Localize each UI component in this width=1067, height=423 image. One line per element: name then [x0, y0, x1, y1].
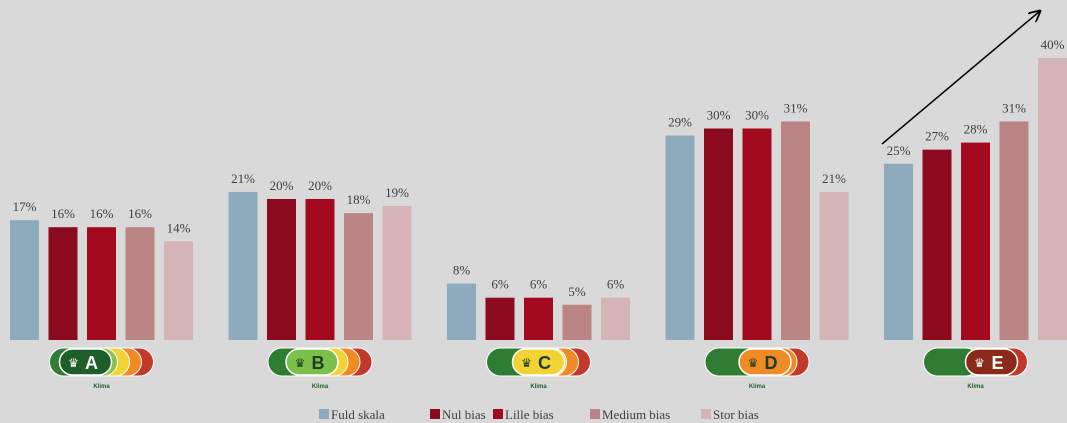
value-label: 21%: [231, 171, 255, 186]
badge-caption: Klima: [967, 384, 984, 390]
value-label: 30%: [745, 108, 769, 123]
legend-label: Stor bias: [713, 407, 759, 422]
value-label: 18%: [347, 192, 371, 207]
badge-crown: ♛: [521, 356, 532, 370]
badge-caption: Klima: [749, 384, 766, 390]
value-label: 27%: [925, 129, 949, 144]
bar: [524, 297, 553, 340]
bar: [999, 121, 1029, 340]
value-label: 28%: [964, 122, 988, 137]
value-label: 19%: [385, 185, 409, 200]
badge-letter: B: [312, 353, 325, 373]
bar: [961, 142, 990, 340]
badge-crown: ♛: [68, 356, 79, 370]
bar: [48, 227, 78, 340]
value-label: 16%: [128, 206, 152, 221]
value-label: 31%: [784, 100, 808, 115]
value-label: 40%: [1041, 37, 1065, 52]
bar: [344, 213, 373, 340]
bar: [87, 227, 116, 340]
value-label: 30%: [707, 108, 731, 123]
value-label: 8%: [453, 263, 471, 278]
legend-label: Lille bias: [505, 407, 554, 422]
value-label: 14%: [167, 220, 191, 235]
value-label: 20%: [308, 178, 332, 193]
legend-swatch: [430, 409, 440, 419]
bar: [601, 297, 630, 340]
value-label: 6%: [530, 277, 548, 292]
badge-center: [285, 348, 339, 376]
trend-arrow: [881, 11, 1040, 145]
bar: [267, 199, 296, 340]
bar: [1038, 58, 1067, 340]
bar: [562, 304, 592, 340]
value-label: 29%: [668, 115, 692, 130]
badge-caption: Klima: [93, 384, 110, 390]
value-label: 17%: [13, 199, 37, 214]
bar: [447, 283, 476, 340]
bar: [742, 128, 772, 340]
legend-label: Medium bias: [602, 407, 670, 422]
legend-label: Nul bias: [442, 407, 486, 422]
badge-letter: C: [538, 353, 551, 373]
legend-label: Fuld skala: [331, 407, 385, 422]
bar: [922, 149, 952, 340]
bar: [164, 241, 193, 340]
badge-letter: A: [85, 353, 98, 373]
bar: [228, 191, 258, 340]
badge-crown: ♛: [748, 356, 759, 370]
badge-center: [738, 348, 792, 376]
legend-swatch: [701, 409, 711, 419]
badge-center: [511, 348, 566, 376]
value-label: 6%: [491, 277, 509, 292]
legend-swatch: [590, 409, 600, 419]
bar: [884, 163, 913, 340]
legend-swatch: [493, 409, 503, 419]
value-label: 21%: [822, 171, 846, 186]
badge-center: [58, 348, 113, 376]
badge-crown: ♛: [295, 356, 306, 370]
bar: [819, 191, 849, 340]
value-label: 16%: [51, 206, 75, 221]
badge-caption: Klima: [530, 384, 547, 390]
value-label: 20%: [270, 178, 294, 193]
value-label: 5%: [568, 284, 586, 299]
bar: [704, 128, 733, 340]
badge-letter: D: [765, 353, 778, 373]
bar: [10, 220, 39, 340]
value-label: 16%: [90, 206, 114, 221]
badge-caption: Klima: [312, 384, 329, 390]
bar: [485, 297, 515, 340]
bar: [665, 135, 695, 340]
badge-center: [964, 348, 1019, 376]
bar: [382, 206, 412, 340]
legend-swatch: [319, 409, 329, 419]
value-label: 25%: [887, 143, 911, 158]
bar: [781, 121, 810, 340]
badge-letter: E: [991, 353, 1003, 373]
value-label: 31%: [1002, 100, 1026, 115]
value-label: 6%: [607, 277, 625, 292]
bar: [305, 199, 335, 340]
badge-crown: ♛: [974, 356, 985, 370]
bar: [125, 227, 155, 340]
